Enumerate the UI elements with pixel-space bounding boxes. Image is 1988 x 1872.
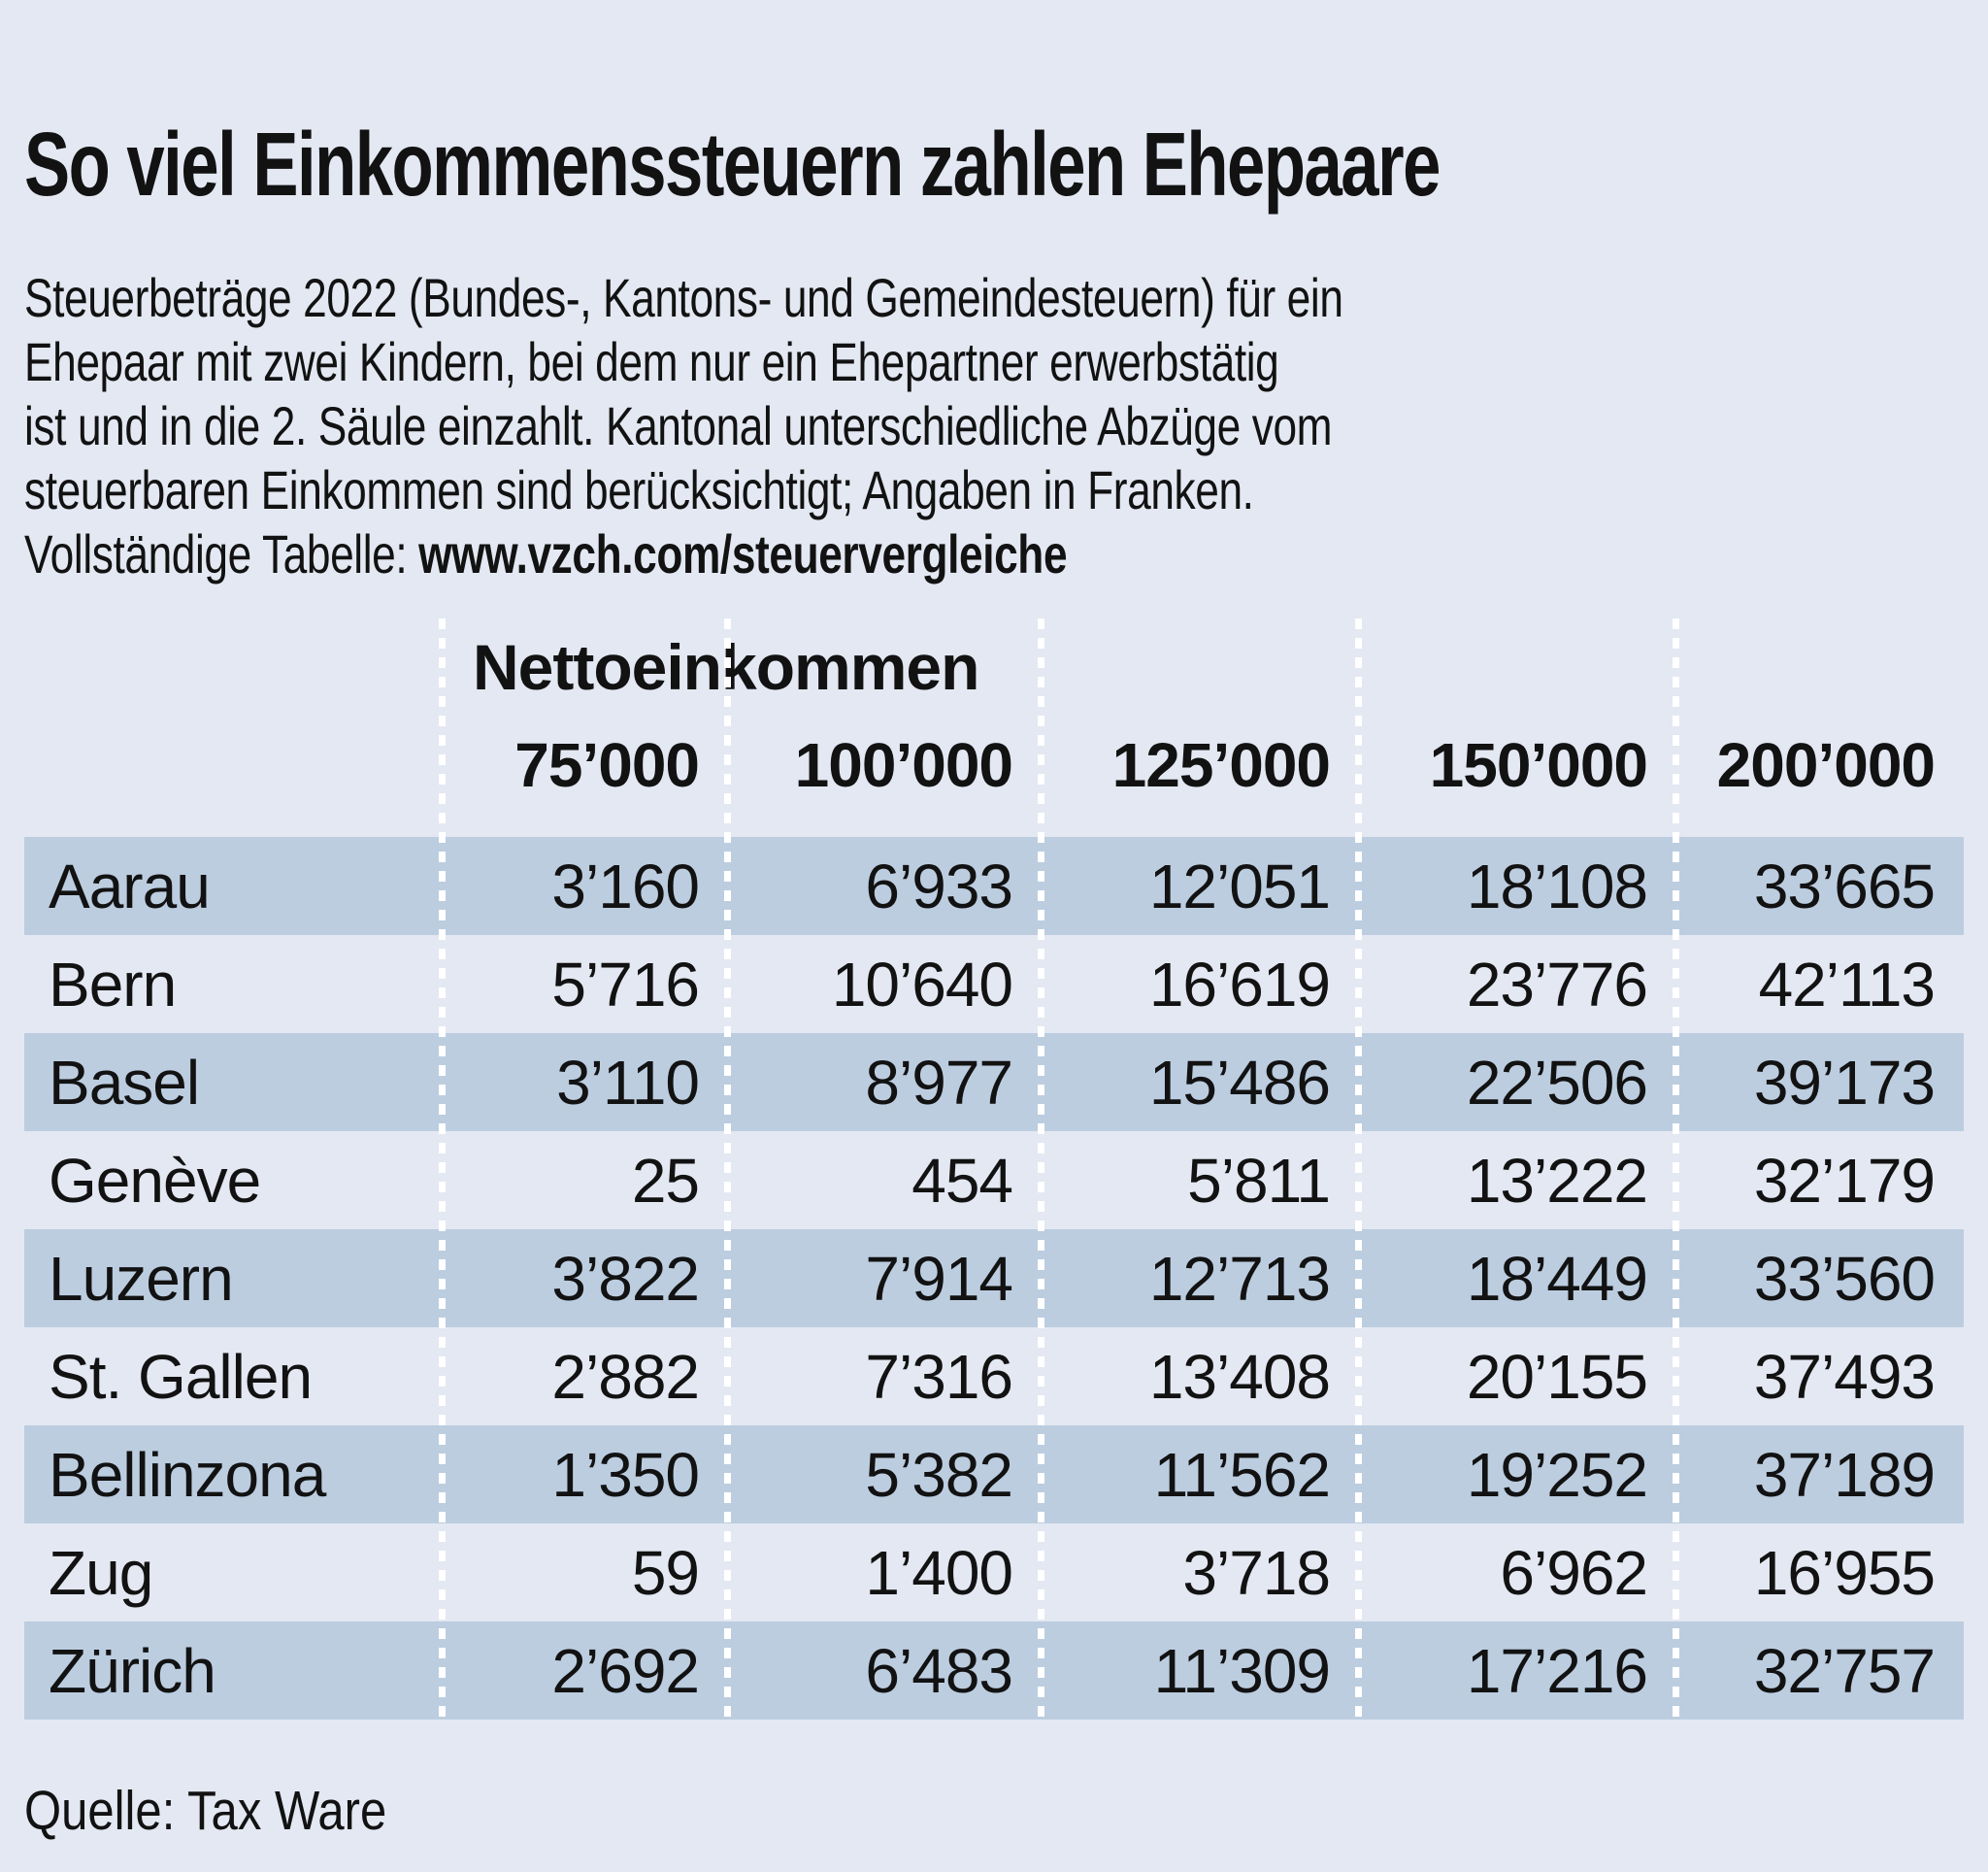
column-header: 100’000 [794, 730, 1013, 800]
row-label-city: Aarau [49, 851, 211, 921]
tax-amount-cell: 1’400 [865, 1537, 1013, 1608]
row-label-city: Genève [49, 1145, 261, 1216]
table-row: Zürich 2’692 6’483 11’309 17’216 32’757 [24, 1621, 1964, 1720]
table-row: Genève 25 454 5’811 13’222 32’179 [24, 1131, 1964, 1229]
column-header: 75’000 [514, 730, 700, 800]
tax-amount-cell: 15’486 [1148, 1047, 1331, 1118]
tax-amount-cell: 37’189 [1753, 1439, 1936, 1510]
tax-amount-cell: 7’316 [865, 1341, 1013, 1412]
column-header: 125’000 [1111, 730, 1331, 800]
table-row: Basel 3’110 8’977 15’486 22’506 39’173 [24, 1033, 1964, 1131]
tax-amount-cell: 39’173 [1753, 1047, 1936, 1118]
row-label-city: Bern [49, 949, 177, 1020]
table-row: Aarau 3’160 6’933 12’051 18’108 33’665 [24, 837, 1964, 935]
tax-amount-cell: 5’716 [551, 949, 700, 1020]
table-column-headers: 75’000 100’000 125’000 150’000 200’000 [24, 726, 1964, 804]
page-title: So viel Einkommenssteuern zahlen Ehepaar… [24, 114, 1441, 216]
tax-amount-cell: 10’640 [831, 949, 1013, 1020]
tax-amount-cell: 3’160 [551, 851, 700, 921]
column-divider-dotted-line [439, 618, 446, 1720]
tax-amount-cell: 5’811 [1187, 1145, 1331, 1216]
table-row: Bern 5’716 10’640 16’619 23’776 42’113 [24, 935, 1964, 1033]
row-label-city: Basel [49, 1047, 200, 1118]
tax-amount-cell: 19’252 [1466, 1439, 1648, 1510]
tax-amount-cell: 37’493 [1753, 1341, 1936, 1412]
tax-amount-cell: 32’757 [1753, 1635, 1936, 1706]
tax-amount-cell: 22’506 [1466, 1047, 1648, 1118]
column-divider-dotted-line [1673, 618, 1679, 1720]
column-divider-dotted-line [724, 618, 731, 1720]
tax-amount-cell: 3’110 [556, 1047, 700, 1118]
tax-amount-cell: 11’562 [1153, 1439, 1331, 1510]
tax-amount-cell: 17’216 [1466, 1635, 1648, 1706]
row-label-city: Zug [49, 1537, 153, 1608]
description-line: ist und in die 2. Säule einzahlt. Kanton… [24, 395, 1333, 456]
column-divider-dotted-line [1038, 618, 1044, 1720]
tax-amount-cell: 2’882 [551, 1341, 700, 1412]
tax-amount-cell: 59 [631, 1537, 700, 1608]
tax-amount-cell: 18’108 [1466, 851, 1648, 921]
tax-amount-cell: 16’955 [1753, 1537, 1936, 1608]
description-line: steuerbaren Einkommen sind berücksichtig… [24, 459, 1254, 520]
table-row: St. Gallen 2’882 7’316 13’408 20’155 37’493 [24, 1327, 1964, 1425]
tax-amount-cell: 33’665 [1753, 851, 1936, 921]
tax-amount-cell: 11’309 [1153, 1635, 1331, 1706]
tax-amount-cell: 12’051 [1148, 851, 1331, 921]
tax-amount-cell: 6’483 [865, 1635, 1013, 1706]
tax-amount-cell: 32’179 [1753, 1145, 1936, 1216]
table-row: Zug 59 1’400 3’718 6’962 16’955 [24, 1523, 1964, 1621]
tax-amount-cell: 42’113 [1758, 949, 1936, 1020]
tax-amount-cell: 16’619 [1148, 949, 1331, 1020]
tax-amount-cell: 7’914 [865, 1243, 1013, 1314]
tax-amount-cell: 12’713 [1148, 1243, 1331, 1314]
tax-amount-cell: 1’350 [551, 1439, 700, 1510]
tax-amount-cell: 2’692 [551, 1635, 700, 1706]
tax-amount-cell: 6’933 [865, 851, 1013, 921]
description-line: Vollständige Tabelle: [24, 523, 419, 585]
tax-amount-cell: 3’822 [551, 1243, 700, 1314]
description-text: Steuerbeträge 2022 (Bundes-, Kantons- un… [24, 266, 1343, 586]
column-divider-dotted-line [1355, 618, 1362, 1720]
tax-amount-cell: 6’962 [1500, 1537, 1648, 1608]
table-url: www.vzch.com/steuervergleiche [418, 523, 1068, 585]
tax-amount-cell: 8’977 [865, 1047, 1013, 1118]
tax-amount-cell: 23’776 [1466, 949, 1648, 1020]
tax-amount-cell: 33’560 [1753, 1243, 1936, 1314]
row-label-city: Luzern [49, 1243, 234, 1314]
description-line: Ehepaar mit zwei Kindern, bei dem nur ei… [24, 331, 1279, 392]
row-label-city: Bellinzona [49, 1439, 326, 1510]
table-body: Aarau 3’160 6’933 12’051 18’108 33’665 Bern 5’7… [24, 837, 1964, 1720]
table-row: Luzern 3’822 7’914 12’713 18’449 33’560 [24, 1229, 1964, 1327]
description-line: Steuerbeträge 2022 (Bundes-, Kantons- un… [24, 267, 1343, 328]
tax-amount-cell: 454 [911, 1145, 1013, 1216]
row-label-city: St. Gallen [49, 1341, 313, 1412]
tax-amount-cell: 13’222 [1466, 1145, 1648, 1216]
tax-amount-cell: 20’155 [1466, 1341, 1648, 1412]
tax-amount-cell: 18’449 [1466, 1243, 1648, 1314]
tax-amount-cell: 5’382 [865, 1439, 1013, 1510]
source-credit: Quelle: Tax Ware [24, 1780, 387, 1842]
tax-amount-cell: 13’408 [1148, 1341, 1331, 1412]
column-header: 150’000 [1429, 730, 1648, 800]
tax-amount-cell: 25 [631, 1145, 700, 1216]
tax-amount-cell: 3’718 [1182, 1537, 1331, 1608]
row-label-city: Zürich [49, 1635, 216, 1706]
table-row: Bellinzona 1’350 5’382 11’562 19’252 37’189 [24, 1425, 1964, 1523]
column-header: 200’000 [1716, 730, 1936, 800]
